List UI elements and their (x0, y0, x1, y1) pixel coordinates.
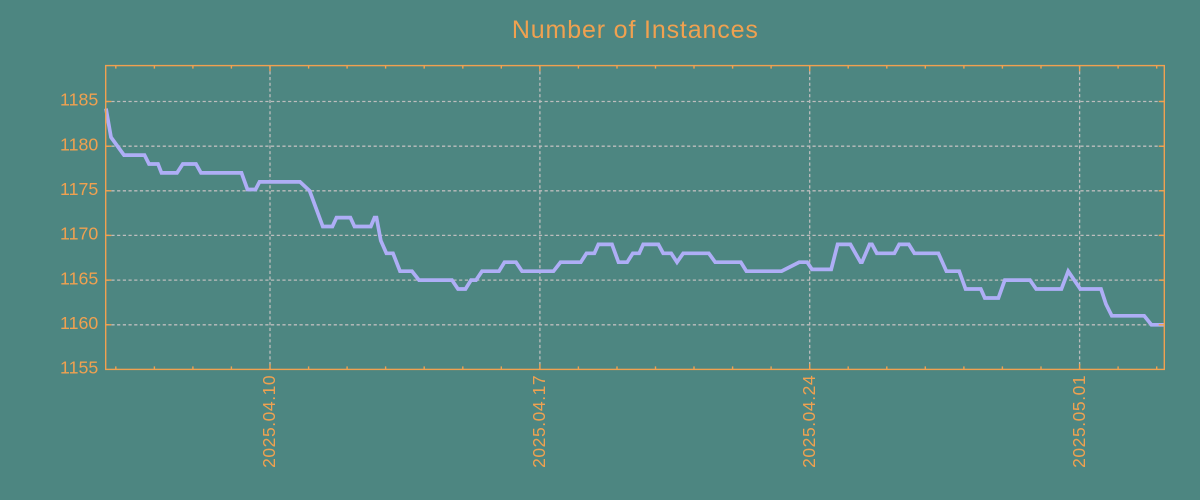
svg-text:1175: 1175 (60, 179, 98, 199)
svg-text:2025.04.17: 2025.04.17 (529, 375, 549, 468)
svg-text:1185: 1185 (60, 90, 98, 110)
svg-text:2025.04.10: 2025.04.10 (259, 375, 279, 468)
svg-text:2025.05.01: 2025.05.01 (1069, 375, 1089, 468)
svg-text:2025.04.24: 2025.04.24 (799, 375, 819, 468)
svg-text:1165: 1165 (60, 268, 98, 288)
svg-text:Number of Instances: Number of Instances (512, 16, 759, 44)
svg-text:1160: 1160 (60, 313, 98, 333)
svg-text:1155: 1155 (60, 358, 98, 378)
svg-text:1180: 1180 (60, 134, 98, 154)
svg-text:1170: 1170 (60, 224, 98, 244)
